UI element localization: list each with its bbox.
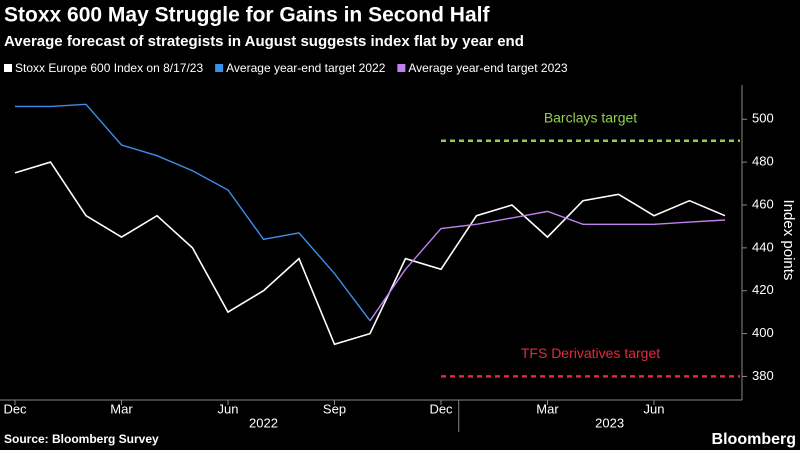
x-tick-label: Mar (110, 401, 133, 416)
legend-swatch (397, 64, 406, 72)
series-line (14, 161, 726, 346)
y-tick-label: 420 (752, 282, 774, 297)
y-tick-label: 500 (752, 111, 774, 126)
chart-title: Stoxx 600 May Struggle for Gains in Seco… (4, 4, 490, 27)
y-tick-label: 480 (752, 154, 774, 169)
year-label: 2023 (595, 415, 624, 430)
x-tick-label: Dec (3, 401, 27, 416)
y-axis-label: Index points (780, 200, 797, 281)
x-tick-label: Jun (644, 401, 665, 416)
y-tick-label: 400 (752, 325, 774, 340)
x-tick-label: Mar (536, 401, 559, 416)
legend-label: Average year-end target 2022 (226, 61, 386, 75)
x-tick-label: Dec (429, 401, 453, 416)
legend-label: Stoxx Europe 600 Index on 8/17/23 (15, 61, 203, 75)
year-label: 2022 (249, 415, 278, 430)
series-line (369, 210, 726, 322)
reference-label: TFS Derivatives target (521, 345, 660, 361)
y-tick-label: 380 (752, 368, 774, 383)
legend-label: Average year-end target 2023 (408, 61, 568, 75)
chart-subtitle: Average forecast of strategists in Augus… (4, 33, 524, 50)
y-tick-label: 460 (752, 196, 774, 211)
source: Source: Bloomberg Survey (4, 432, 159, 446)
legend-swatch (4, 64, 12, 72)
y-tick-label: 440 (752, 239, 774, 254)
x-tick-label: Jun (218, 401, 239, 416)
legend-swatch (215, 64, 224, 72)
brand: Bloomberg (712, 431, 796, 448)
x-tick-label: Sep (323, 401, 346, 416)
series-line (15, 103, 371, 322)
reference-label: Barclays target (544, 109, 637, 125)
